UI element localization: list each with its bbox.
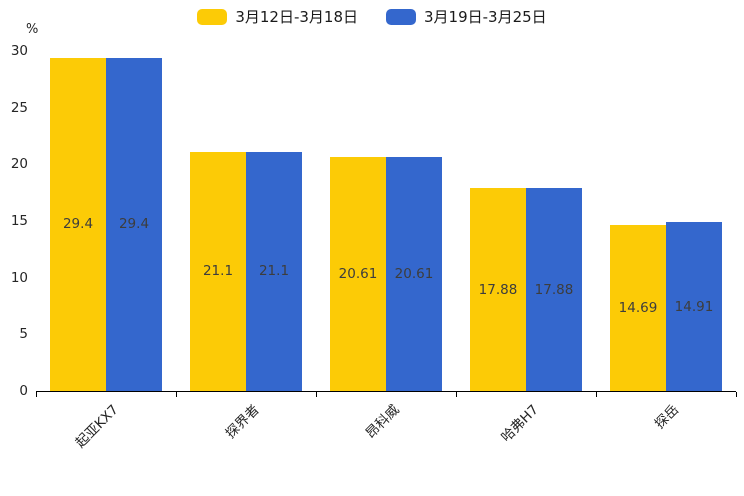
y-tick-label: 5 [19,326,28,343]
y-tick-label: 30 [10,43,28,59]
legend-swatch-week1-icon [197,9,228,25]
x-axis-tick [316,392,318,397]
legend-swatch-week2-icon [386,9,416,25]
legend-label-week1: 3月12日-3月18日 [235,8,358,26]
x-axis-tick [596,392,598,397]
x-axis-category-label: 起亚KX7 [72,401,123,452]
x-axis-category-label: 探岳 [651,401,683,433]
legend-item-week2[interactable]: 3月19日-3月25日 [386,8,547,26]
bar-value-label: 21.1 [258,263,290,280]
x-axis-tick [736,392,738,397]
x-axis-line [36,391,736,393]
bar-week1-5 [610,224,666,391]
bar-value-label: 14.69 [618,299,658,316]
y-axis-unit-label: % [26,22,39,37]
bar-week1-1 [50,57,106,391]
bar-week1-4 [470,188,526,391]
bar-week2-2 [246,151,302,391]
bar-value-label: 29.4 [118,216,150,233]
y-tick-label: 0 [19,383,28,399]
bar-value-label: 17.88 [534,281,574,298]
bar-value-label: 29.4 [62,216,94,233]
x-axis-tick [176,392,178,397]
y-tick-label: 15 [10,213,28,229]
legend-item-week1[interactable]: 3月12日-3月18日 [197,8,358,26]
x-axis-category-label: 昂科威 [362,401,403,442]
bar-week2-4 [526,188,582,391]
bar-value-label: 20.61 [338,266,378,283]
bar-week2-5 [666,222,722,391]
y-tick-label: 20 [10,156,28,173]
bar-week2-3 [386,157,442,391]
x-axis-category-label: 探界者 [222,401,263,442]
x-axis-category-label: 哈弗H7 [498,401,543,446]
bar-value-label: 21.1 [202,263,234,280]
bar-value-label: 20.61 [394,266,434,283]
x-axis-tick [456,392,458,397]
bar-week1-2 [190,151,246,391]
bar-week2-1 [106,57,162,391]
bar-week1-3 [330,157,386,391]
bar-value-label: 17.88 [478,281,518,298]
legend-label-week2: 3月19日-3月25日 [424,8,547,26]
y-tick-label: 25 [10,99,28,116]
x-axis-tick [36,392,38,397]
chart-legend: 3月12日-3月18日 3月19日-3月25日 [0,8,744,26]
y-tick-label: 10 [10,269,28,286]
bar-value-label: 14.91 [674,298,714,315]
